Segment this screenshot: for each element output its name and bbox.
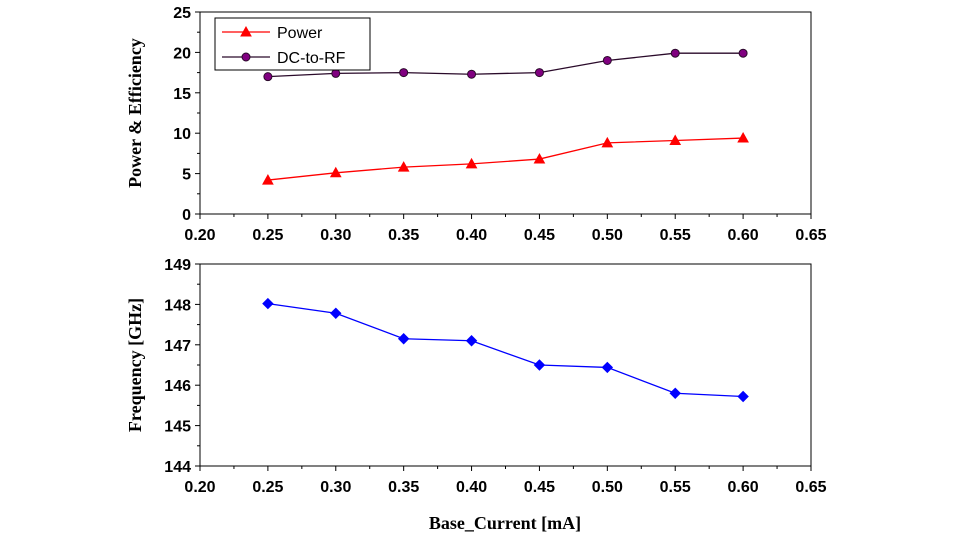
y-tick-label: 15 xyxy=(173,86,191,103)
data-point xyxy=(670,48,680,58)
data-point xyxy=(331,68,341,78)
y-tick-label: 145 xyxy=(164,419,191,436)
data-point xyxy=(263,72,273,82)
series-line-0 xyxy=(267,137,744,181)
data-point xyxy=(465,157,478,169)
x-tick-label: 0.65 xyxy=(795,227,826,244)
x-tick-label: 0.50 xyxy=(592,479,623,496)
x-tick-label: 0.55 xyxy=(660,227,691,244)
x-tick-label: 0.60 xyxy=(728,227,759,244)
data-point xyxy=(329,166,342,178)
legend-label: Power xyxy=(277,25,323,42)
x-tick-label: 0.65 xyxy=(795,479,826,496)
data-point xyxy=(330,307,342,319)
y-tick-label: 5 xyxy=(182,167,191,184)
x-tick-label: 0.25 xyxy=(252,227,283,244)
data-point xyxy=(465,335,478,347)
x-tick-label: 0.45 xyxy=(524,479,555,496)
data-point xyxy=(602,55,612,65)
y-tick-label: 148 xyxy=(164,297,191,314)
data-point xyxy=(601,136,614,148)
top-chart: 0.20 0.25 0.30 0.35 0.40 0.45 0.50 0.55 0.60 0.65… xyxy=(125,5,827,244)
x-tick-label: 0.30 xyxy=(320,479,351,496)
data-point xyxy=(601,361,614,374)
data-point xyxy=(262,174,274,185)
data-point xyxy=(737,390,749,403)
data-point xyxy=(533,359,546,371)
y-axis-title: Frequency [GHz] xyxy=(125,298,145,432)
data-point xyxy=(399,68,409,78)
data-point xyxy=(533,153,546,164)
x-tick-label: 0.25 xyxy=(252,479,283,496)
x-tick-label: 0.40 xyxy=(456,227,487,244)
y-tick-label: 146 xyxy=(164,378,191,395)
series-line-1 xyxy=(267,52,744,78)
data-point xyxy=(467,69,477,79)
data-point xyxy=(669,134,682,145)
y-axis-title: Power & Efficiency xyxy=(125,38,145,188)
legend-label: DC-to-RF xyxy=(277,50,346,67)
x-tick-label: 0.20 xyxy=(184,479,215,496)
legend-marker xyxy=(241,52,251,62)
data-point xyxy=(737,132,749,143)
series-line-0 xyxy=(267,302,744,398)
x-tick-label: 0.60 xyxy=(728,479,759,496)
x-tick-label: 0.20 xyxy=(184,227,215,244)
data-point xyxy=(262,297,274,310)
data-point xyxy=(397,333,410,345)
y-tick-label: 25 xyxy=(173,5,191,22)
y-tick-label: 149 xyxy=(164,257,191,274)
y-tick-label: 147 xyxy=(164,338,191,355)
y-tick-label: 20 xyxy=(173,45,191,62)
x-tick-label: 0.55 xyxy=(660,479,691,496)
data-point xyxy=(397,161,410,172)
y-tick-label: 10 xyxy=(173,126,191,143)
x-tick-label: 0.50 xyxy=(592,227,623,244)
x-tick-label: 0.30 xyxy=(320,227,351,244)
legend-box xyxy=(214,17,371,71)
data-point xyxy=(669,387,681,399)
legend-marker xyxy=(240,25,252,37)
x-axis-title: Base_Current [mA] xyxy=(429,513,581,533)
bottom-chart: 0.20 0.25 0.30 0.35 0.40 0.45 0.50 0.55 0.60 0.65… xyxy=(125,257,827,496)
y-tick-label: 144 xyxy=(164,459,191,476)
data-point xyxy=(534,68,544,78)
x-tick-label: 0.40 xyxy=(456,479,487,496)
x-tick-label: 0.35 xyxy=(388,479,419,496)
data-point xyxy=(738,48,748,58)
x-tick-label: 0.35 xyxy=(388,227,419,244)
y-tick-label: 0 xyxy=(182,207,191,224)
x-tick-label: 0.45 xyxy=(524,227,555,244)
legend: Power DC-to-RF xyxy=(214,17,371,71)
plot-frame xyxy=(199,263,812,467)
